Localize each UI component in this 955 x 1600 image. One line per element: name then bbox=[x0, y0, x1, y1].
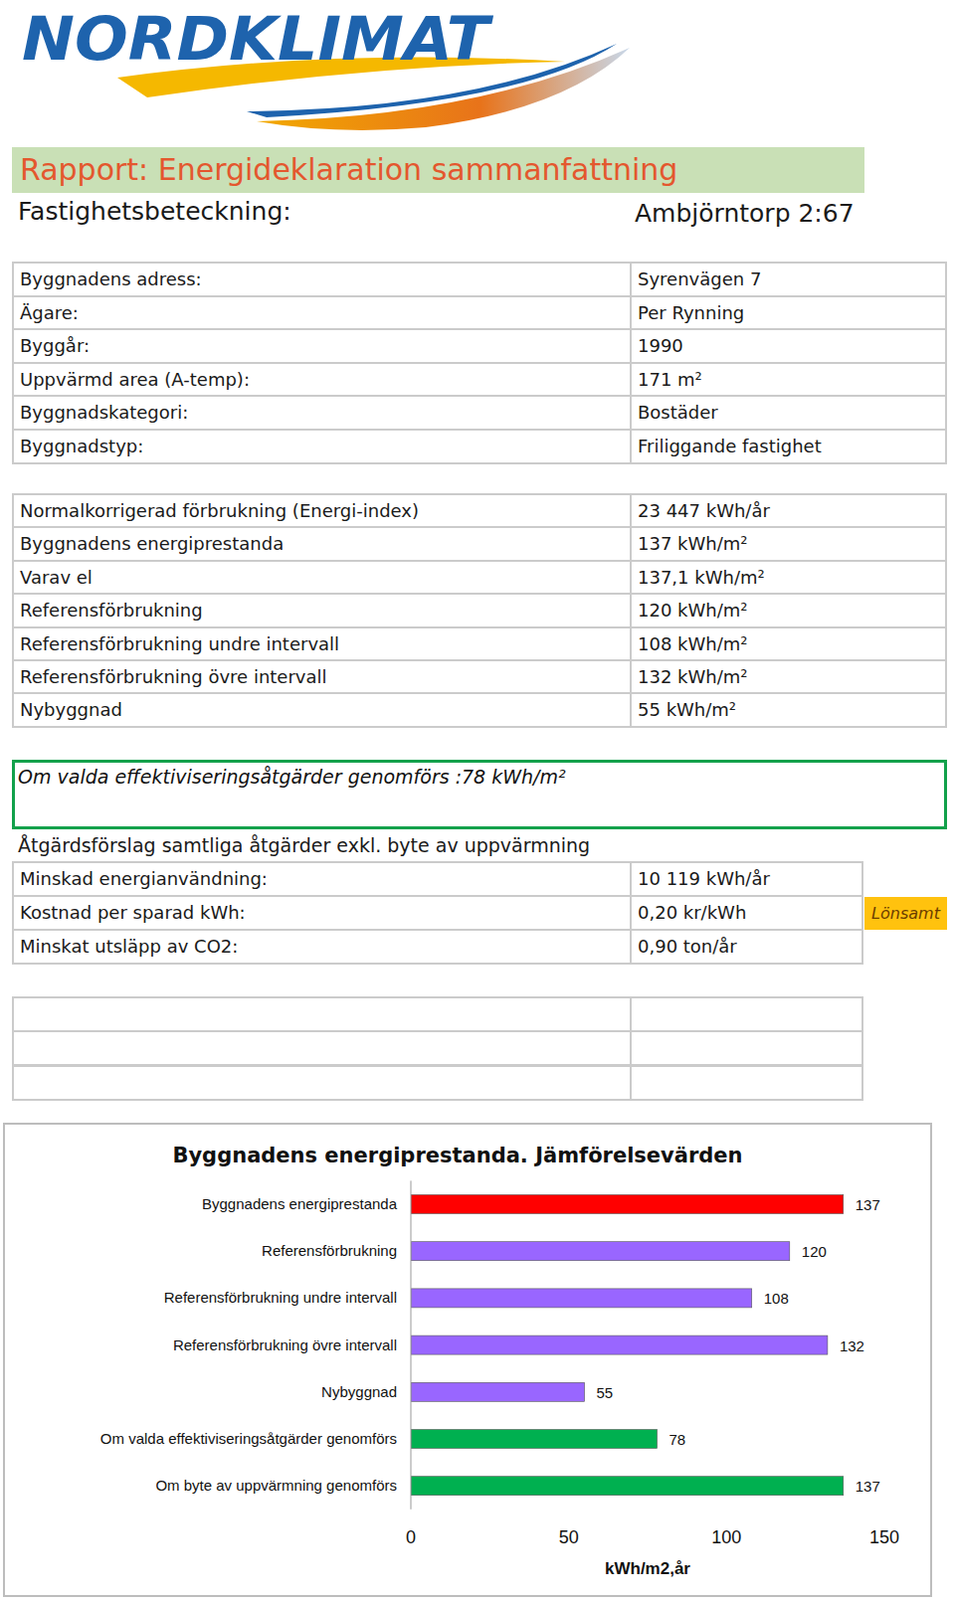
empty-cell bbox=[629, 1065, 864, 1102]
data-label: 137 bbox=[855, 1196, 881, 1214]
bar bbox=[410, 1430, 658, 1450]
category-label: Referensförbrukning bbox=[261, 1242, 397, 1260]
empty-cell bbox=[629, 1030, 864, 1067]
energy-value: 137 kWh/m² bbox=[629, 526, 948, 562]
category-label: Referensförbrukning övre intervall bbox=[173, 1337, 397, 1354]
building-value: Bostäder bbox=[629, 394, 948, 431]
data-label: 137 bbox=[855, 1478, 881, 1496]
energy-value: 55 kWh/m² bbox=[629, 692, 948, 728]
building-value: Per Rynning bbox=[629, 295, 948, 332]
building-value: Syrenvägen 7 bbox=[629, 261, 948, 298]
empty-cell bbox=[11, 1065, 632, 1102]
energy-label: Byggnadens energiprestanda bbox=[11, 526, 632, 562]
measure-label: Minskat utsläpp av CO2: bbox=[11, 929, 632, 965]
tick-label: 50 bbox=[559, 1528, 579, 1548]
chart-title: Byggnadens energiprestanda. Jämförelsevä… bbox=[172, 1144, 743, 1168]
empty-cell bbox=[629, 996, 864, 1033]
data-label: 108 bbox=[764, 1290, 789, 1308]
logo-text: NORDKLIMAT bbox=[21, 3, 494, 74]
logo: NORDKLIMAT bbox=[7, 0, 665, 140]
tick-label: 150 bbox=[869, 1528, 900, 1548]
building-label: Ägare: bbox=[11, 295, 632, 332]
building-value: 171 m² bbox=[629, 362, 948, 398]
building-label: Byggår: bbox=[11, 328, 632, 365]
report-title: Rapport: Energideklaration sammanfattnin… bbox=[19, 149, 678, 191]
building-label: Byggnadstyp: bbox=[11, 428, 632, 465]
empty-cell bbox=[11, 996, 632, 1033]
property-value: Ambjörntorp 2:67 bbox=[634, 196, 855, 231]
bars bbox=[410, 1195, 844, 1497]
measure-label: Minskad energianvändning: bbox=[11, 861, 632, 898]
data-label: 55 bbox=[596, 1384, 614, 1402]
data-label: 120 bbox=[801, 1243, 827, 1261]
data-label: 78 bbox=[669, 1431, 687, 1449]
category-label: Om byte av uppvärmning genomförs bbox=[155, 1477, 397, 1495]
building-label: Byggnadens adress: bbox=[11, 261, 632, 298]
building-label: Uppvärmd area (A-temp): bbox=[11, 362, 632, 398]
measure-label: Kostnad per sparad kWh: bbox=[11, 895, 632, 932]
bar bbox=[410, 1242, 790, 1262]
value-axis-origin bbox=[410, 1180, 412, 1510]
property-label: Fastighetsbeteckning: bbox=[17, 194, 292, 229]
measure-value: 0,20 kr/kWh bbox=[629, 895, 864, 932]
energy-label: Referensförbrukning undre intervall bbox=[11, 626, 632, 662]
measure-value: 10 119 kWh/år bbox=[629, 861, 864, 898]
energy-value: 132 kWh/m² bbox=[629, 659, 948, 695]
tick-label: 100 bbox=[711, 1528, 742, 1548]
bar bbox=[410, 1382, 585, 1402]
energy-value: 108 kWh/m² bbox=[629, 626, 948, 662]
axis-label: kWh/m2,år bbox=[604, 1559, 691, 1579]
bar bbox=[410, 1336, 828, 1355]
energy-label: Nybyggnad bbox=[11, 692, 632, 728]
category-label: Byggnadens energiprestanda bbox=[201, 1195, 398, 1213]
bar bbox=[410, 1289, 753, 1309]
data-label: 132 bbox=[839, 1337, 865, 1355]
building-value: Friliggande fastighet bbox=[629, 428, 948, 465]
energy-label: Varav el bbox=[11, 560, 632, 595]
empty-cell bbox=[11, 1030, 632, 1067]
building-value: 1990 bbox=[629, 328, 948, 365]
energy-label: Referensförbrukning övre intervall bbox=[11, 659, 632, 695]
measures-heading: Åtgärdsförslag samtliga åtgärder exkl. b… bbox=[17, 831, 590, 860]
energy-label: Normalkorrigerad förbrukning (Energi-ind… bbox=[11, 493, 632, 529]
building-label: Byggnadskategori: bbox=[11, 394, 632, 431]
chart: Byggnadens energiprestanda. Jämförelsevä… bbox=[4, 1125, 931, 1596]
measures-box-text: Om valda effektiviseringsåtgärder genomf… bbox=[17, 762, 567, 792]
category-label: Nybyggnad bbox=[321, 1383, 397, 1401]
category-label: Referensförbrukning undre intervall bbox=[164, 1289, 397, 1307]
category-label: Om valda effektiviseringsåtgärder genomf… bbox=[100, 1430, 397, 1448]
energy-value: 120 kWh/m² bbox=[629, 592, 948, 628]
chart-frame: Byggnadens energiprestanda. Jämförelsevä… bbox=[2, 1123, 933, 1598]
title-bar: Rapport: Energideklaration sammanfattnin… bbox=[11, 147, 865, 193]
measure-value: 0,90 ton/år bbox=[629, 929, 864, 965]
badge: Lönsamt bbox=[864, 897, 948, 931]
bar bbox=[410, 1195, 844, 1215]
bar bbox=[410, 1477, 844, 1497]
tick-label: 0 bbox=[405, 1528, 416, 1548]
energy-value: 137,1 kWh/m² bbox=[629, 560, 948, 595]
energy-value: 23 447 kWh/år bbox=[629, 493, 948, 529]
energy-label: Referensförbrukning bbox=[11, 592, 632, 628]
